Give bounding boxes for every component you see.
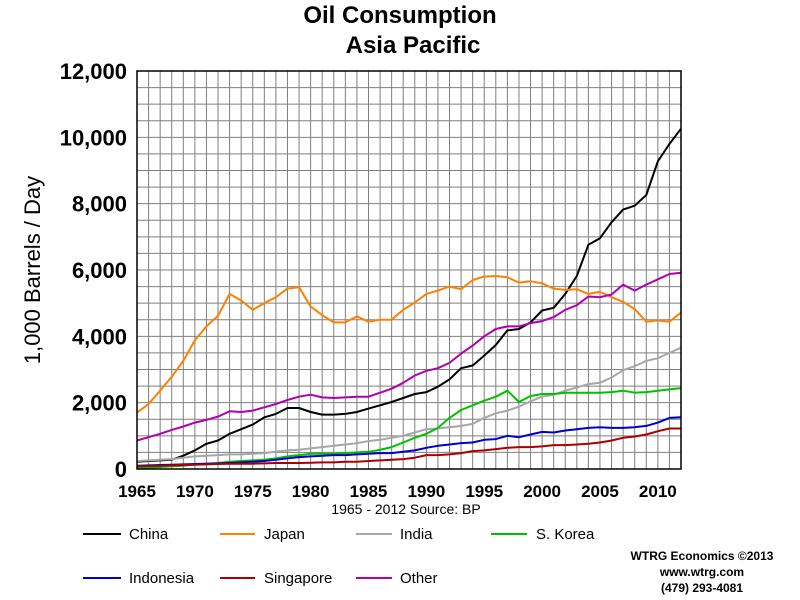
y-axis-label: 1,000 Barrels / Day [20,176,45,364]
x-axis-label: 1965 - 2012 Source: BP [331,501,480,517]
y-tick-label: 4,000 [72,324,127,349]
axis-ticks: 0 2,000 4,000 6,000 8,000 10,000 12,000 1965 197… [60,59,677,501]
credit-line-3: (479) 293-4081 [661,581,743,595]
series-line-india [136,346,682,462]
series-line-japan [136,275,682,414]
x-tick-label: 1980 [292,482,330,501]
y-tick-label: 2,000 [72,391,127,416]
x-tick-label: 1965 [118,482,156,501]
legend-label-japan: Japan [264,526,305,543]
chart-title: Oil Consumption [303,2,496,29]
legend-label-china: China [129,526,169,543]
y-tick-label: 8,000 [72,192,127,217]
series-lines [136,128,682,469]
y-tick-label: 6,000 [72,258,127,283]
series-line-other [136,271,682,442]
series-line-s-korea [136,387,682,469]
plot-frame [136,70,682,470]
y-tick-label: 0 [115,457,127,482]
credit-line-2: www.wtrg.com [659,565,744,579]
y-tick-label: 10,000 [60,125,127,150]
x-tick-label: 1995 [465,482,503,501]
legend-label-other: Other [400,570,438,587]
series-line-china [136,128,682,463]
legend-label-s-korea: S. Korea [536,526,595,543]
x-tick-label: 1990 [407,482,445,501]
x-tick-label: 2010 [639,482,677,501]
x-tick-label: 2000 [523,482,561,501]
credit-line-1: WTRG Economics ©2013 [631,549,774,563]
legend-label-singapore: Singapore [264,570,332,587]
x-tick-label: 1970 [176,482,214,501]
y-tick-label: 12,000 [60,59,127,84]
legend-label-india: India [400,526,433,543]
chart-subtitle: Asia Pacific [346,32,481,59]
grid-lines [137,71,681,469]
x-tick-label: 1985 [350,482,388,501]
legend-label-indonesia: Indonesia [129,570,195,587]
x-tick-label: 1975 [234,482,272,501]
legend: China Japan India S. Korea Indonesia Singapor… [83,526,595,587]
series-line-singapore [136,427,681,468]
x-tick-label: 2005 [581,482,619,501]
